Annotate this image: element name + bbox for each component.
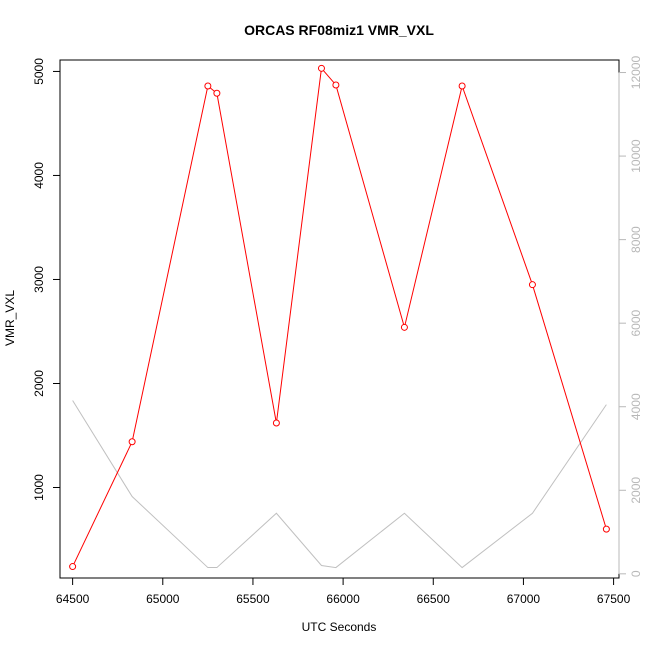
y2-tick-label: 6000 (629, 310, 643, 337)
y2-tick-label: 12000 (629, 56, 643, 90)
y-axis-title: VMR_VXL (3, 290, 17, 346)
chart-title: ORCAS RF08miz1 VMR_VXL (244, 22, 434, 38)
data-point (272, 419, 280, 427)
y2-tick-label: 2000 (629, 477, 643, 504)
data-point (458, 82, 466, 90)
data-point (128, 438, 136, 446)
x-tick-label: 67000 (507, 592, 541, 606)
y2-tick-label: 10000 (629, 139, 643, 173)
data-point (317, 64, 325, 72)
y-tick-label: 2000 (32, 370, 46, 397)
x-tick-label: 64500 (56, 592, 90, 606)
y-tick-label: 1000 (32, 474, 46, 501)
x-tick-label: 65500 (236, 592, 270, 606)
data-point (528, 281, 536, 289)
x-axis: 64500 65000 65500 66000 66500 67000 67500 (56, 577, 631, 606)
x-tick-label: 66000 (326, 592, 360, 606)
data-point (332, 81, 340, 89)
series-secondary-line (72, 400, 607, 569)
data-point (69, 563, 77, 571)
y2-tick-label: 8000 (629, 226, 643, 253)
y-axis-left: 1000 2000 3000 4000 5000 (32, 58, 61, 501)
data-point (204, 82, 212, 90)
data-point (213, 89, 221, 97)
data-point (602, 525, 610, 533)
x-tick-label: 66500 (417, 592, 451, 606)
data-point (400, 323, 408, 331)
x-tick-label: 67500 (597, 592, 631, 606)
y-axis-right: 0 2000 4000 6000 8000 10000 12000 (618, 56, 643, 577)
series-layer (69, 64, 610, 571)
y-tick-label: 5000 (32, 58, 46, 85)
x-axis-title: UTC Seconds (302, 620, 377, 634)
y2-tick-label: 4000 (629, 393, 643, 420)
y2-tick-label: 0 (629, 570, 643, 577)
x-tick-label: 65000 (146, 592, 180, 606)
y-tick-label: 3000 (32, 266, 46, 293)
y-tick-label: 4000 (32, 162, 46, 189)
